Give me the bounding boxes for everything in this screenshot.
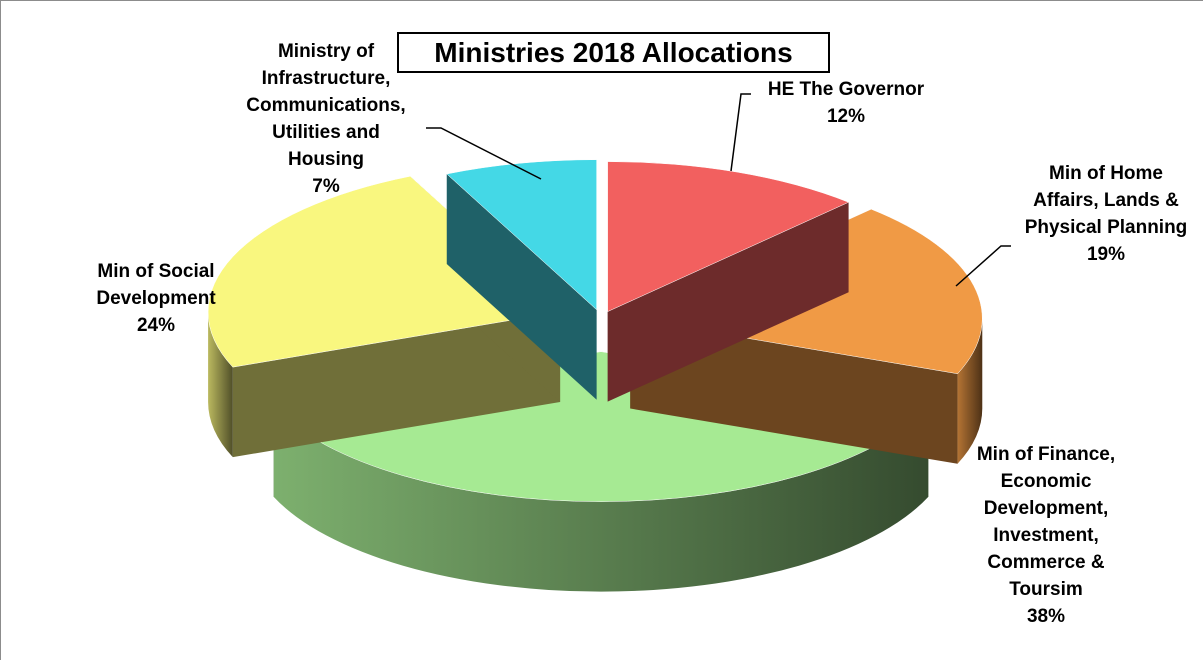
pie-slice-governor [607, 161, 850, 402]
slice-outer-wall-social [208, 311, 233, 458]
slice-outer-wall-home [957, 318, 983, 464]
slice-cut-face-social-0 [232, 311, 561, 458]
slice-cut-face-governor-1 [607, 202, 849, 402]
slice-label-home: Min of Home Affairs, Lands & Physical Pl… [1024, 163, 1188, 265]
slice-outer-wall-finance [273, 406, 929, 592]
slice-label-finance: Min of Finance, Economic Development, In… [976, 444, 1116, 627]
slice-cut-face-home-1 [630, 318, 958, 464]
slice-label-governor: HE The Governor 12% [767, 79, 925, 127]
slice-label-infra: Ministry of Infrastructure, Communicatio… [246, 41, 406, 197]
slice-label-social: Min of Social Development 24% [96, 261, 216, 336]
slice-cut-face-infra-0 [446, 173, 597, 400]
slice-top-social [207, 175, 561, 368]
chart-title: Ministries 2018 Allocations [397, 32, 830, 73]
slice-top-governor [607, 161, 850, 312]
